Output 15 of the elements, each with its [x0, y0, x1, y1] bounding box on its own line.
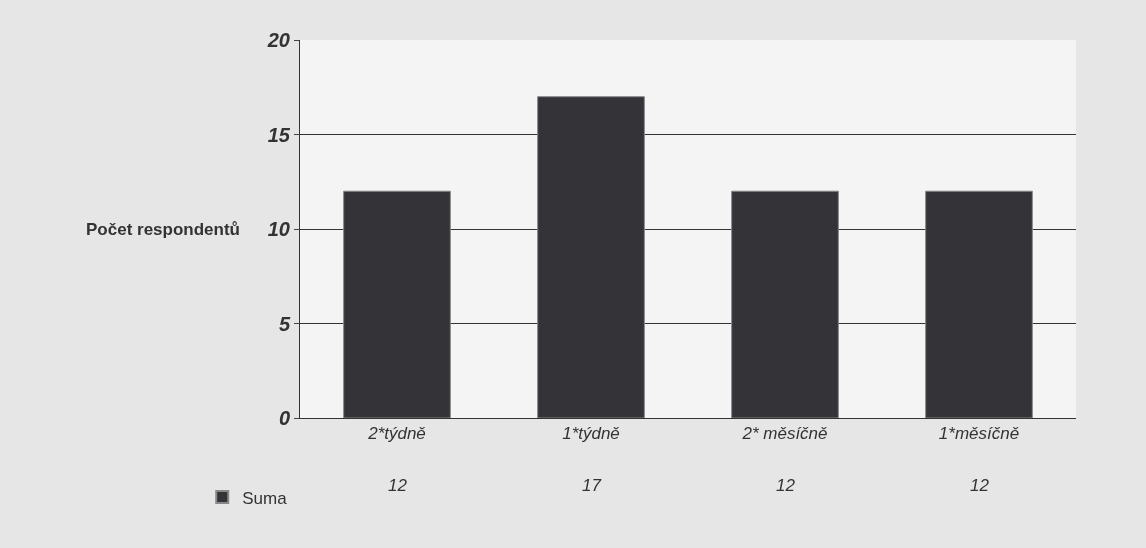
y-tick-label: 15 [267, 123, 291, 146]
x-tick-label: 2* měsíčně [741, 424, 828, 444]
data-label: 12 [388, 476, 408, 495]
x-tick-label: 1*týdně [562, 424, 620, 444]
y-tick-label: 20 [266, 29, 290, 51]
data-label: 12 [776, 476, 796, 495]
data-label: 17 [582, 476, 602, 495]
data-label: 12 [970, 476, 990, 495]
y-tick-label: 5 [278, 312, 291, 335]
y-axis-title: Počet respondentů [86, 220, 240, 239]
legend-label: Suma [242, 488, 288, 508]
y-tick-label: 0 [278, 407, 290, 429]
x-tick-label: 2*týdně [367, 424, 426, 444]
y-tick-label: 10 [267, 218, 290, 240]
x-tick-label: 1*měsíčně [938, 424, 1020, 444]
